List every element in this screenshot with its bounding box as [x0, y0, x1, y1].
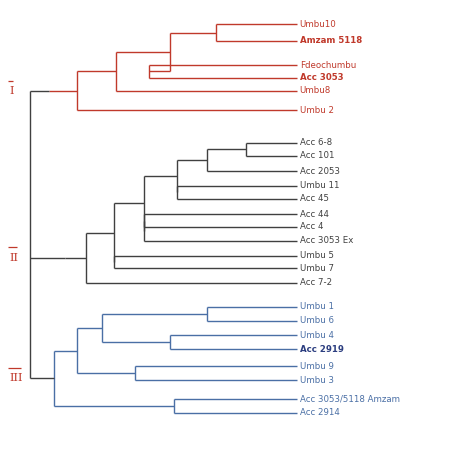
Text: Acc 44: Acc 44 [300, 210, 328, 219]
Text: Acc 3053 Ex: Acc 3053 Ex [300, 236, 353, 245]
Text: Umbu 11: Umbu 11 [300, 182, 339, 191]
Text: Amzam 5118: Amzam 5118 [300, 36, 362, 46]
Text: Acc 2919: Acc 2919 [300, 345, 344, 354]
Text: I: I [9, 86, 14, 96]
Text: Acc 6-8: Acc 6-8 [300, 138, 332, 147]
Text: Umbu 5: Umbu 5 [300, 251, 334, 260]
Text: Acc 2914: Acc 2914 [300, 408, 339, 417]
Text: Acc 4: Acc 4 [300, 222, 323, 231]
Text: Umbu 1: Umbu 1 [300, 302, 334, 311]
Text: Acc 45: Acc 45 [300, 194, 328, 203]
Text: Umbu 6: Umbu 6 [300, 316, 334, 325]
Text: Acc 101: Acc 101 [300, 151, 334, 160]
Text: Acc 2053: Acc 2053 [300, 166, 340, 175]
Text: Acc 3053: Acc 3053 [300, 73, 343, 82]
Text: Umbu 2: Umbu 2 [300, 106, 334, 115]
Text: Umbu10: Umbu10 [300, 20, 337, 29]
Text: Umbu8: Umbu8 [300, 86, 331, 95]
Text: II: II [9, 253, 18, 263]
Text: Umbu 3: Umbu 3 [300, 375, 334, 384]
Text: Umbu 4: Umbu 4 [300, 331, 334, 340]
Text: Umbu 9: Umbu 9 [300, 362, 334, 371]
Text: Umbu 7: Umbu 7 [300, 264, 334, 273]
Text: Acc 7-2: Acc 7-2 [300, 278, 332, 287]
Text: III: III [9, 373, 23, 383]
Text: Acc 3053/5118 Amzam: Acc 3053/5118 Amzam [300, 394, 400, 403]
Text: Fdeochumbu: Fdeochumbu [300, 61, 356, 70]
